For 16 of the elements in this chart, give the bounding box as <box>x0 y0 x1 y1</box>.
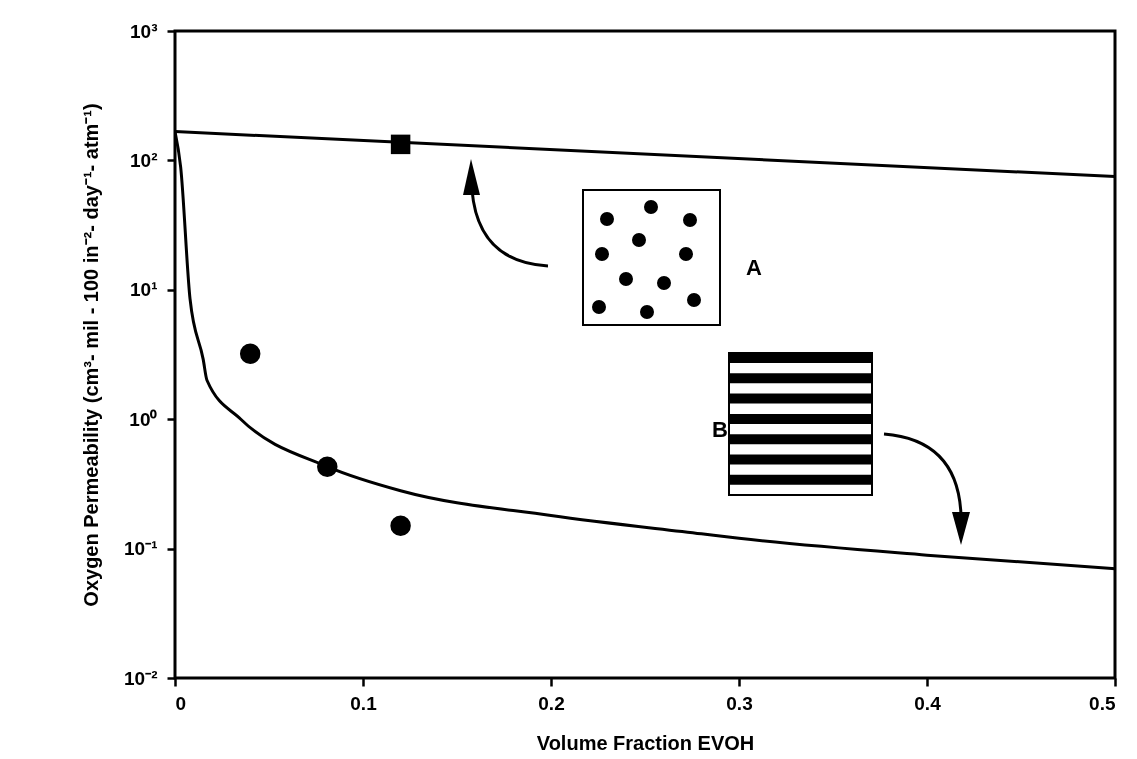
x-axis-title: Volume Fraction EVOH <box>536 731 755 754</box>
x-tick-label: 0.3 <box>726 692 753 714</box>
y-tick-label: 10⁻¹ <box>124 538 158 560</box>
x-tick-label: 0.2 <box>538 692 565 714</box>
y-tick-label: 10⁰ <box>129 408 158 430</box>
y-tick-label: 10⁻² <box>124 667 158 689</box>
annotation: B <box>712 417 728 442</box>
annotation: A <box>746 255 762 280</box>
x-tick-label: 0.4 <box>914 692 942 714</box>
y-tick-label: 10³ <box>130 20 158 42</box>
y-tick-label: 10¹ <box>130 279 158 301</box>
x-tick-label: 0.5 <box>1089 692 1116 714</box>
y-tick-label: 10² <box>130 149 158 171</box>
x-tick-label: 0.1 <box>350 692 378 714</box>
x-tick-label: 0 <box>175 692 187 714</box>
y-axis-title: Oxygen Permeability (cm³- mil - 100 in⁻²- day⁻¹- atm⁻¹) <box>80 103 103 607</box>
